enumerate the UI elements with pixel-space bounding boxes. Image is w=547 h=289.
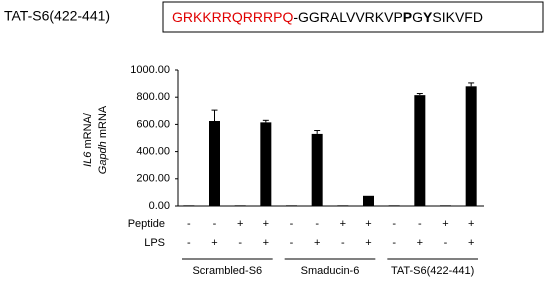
condition-symbol: + <box>263 237 269 249</box>
sequence-box <box>162 1 544 33</box>
sequence: GRKKRRQRRRPQ-GGRALVVRKVPPGYSIKVFD <box>172 9 483 25</box>
bar <box>311 133 323 206</box>
bar <box>388 205 400 206</box>
condition-symbol: - <box>290 237 294 249</box>
bar <box>465 86 477 206</box>
row-label: LPS <box>144 237 165 249</box>
sequence-part: SIKVFD <box>432 9 483 25</box>
sequence-part: Y <box>423 9 433 25</box>
bar <box>183 205 195 206</box>
condition-symbol: + <box>468 237 474 249</box>
bar <box>363 195 374 206</box>
condition-symbol: + <box>237 218 243 230</box>
y-tick-label: 800.00 <box>136 91 170 103</box>
bar <box>234 205 246 206</box>
condition-symbol: - <box>392 218 396 230</box>
condition-symbol: - <box>341 237 345 249</box>
y-axis-label-part: Gapdh <box>97 141 109 174</box>
sequence-part: P <box>403 9 412 25</box>
y-axis-label: Gapdh mRNA <box>97 105 109 174</box>
group-label: TAT-S6(422-441) <box>391 265 474 277</box>
condition-symbol: - <box>444 237 448 249</box>
sequence-part: GRKKRRQRRRPQ <box>172 9 293 25</box>
y-axis-label-part: IL6 <box>82 151 94 167</box>
bar <box>337 205 349 206</box>
condition-symbol: - <box>187 237 191 249</box>
condition-symbol: - <box>213 218 217 230</box>
condition-symbol: + <box>365 218 371 230</box>
condition-symbol: + <box>211 237 217 249</box>
condition-symbol: - <box>187 218 191 230</box>
condition-symbol: + <box>365 237 371 249</box>
condition-symbol: - <box>392 237 396 249</box>
condition-symbol: - <box>290 218 294 230</box>
sequence-part: -GGRALVVRKVP <box>293 9 402 25</box>
condition-symbol: - <box>315 218 319 230</box>
y-tick-label: 200.00 <box>136 173 170 185</box>
condition-symbol: + <box>417 237 423 249</box>
row-label: Peptide <box>128 218 165 230</box>
condition-symbol: - <box>238 237 242 249</box>
y-tick-label: 400.00 <box>136 146 170 158</box>
y-tick-label: 600.00 <box>136 118 170 130</box>
condition-symbol: + <box>468 218 474 230</box>
sequence-part: G <box>412 9 423 25</box>
y-axis-label-part: mRNA/ <box>82 112 94 151</box>
condition-symbol: - <box>418 218 422 230</box>
bar <box>286 205 297 206</box>
y-tick-label: 0.00 <box>149 200 170 212</box>
bar <box>440 205 451 206</box>
group-label: Scrambled-S6 <box>192 265 262 277</box>
bar <box>209 121 220 206</box>
bar <box>260 122 272 206</box>
group-label: Smaducin-6 <box>301 265 360 277</box>
y-tick-label: 1000.00 <box>130 64 170 76</box>
bar <box>414 95 426 206</box>
condition-symbol: + <box>442 218 448 230</box>
condition-symbol: + <box>340 218 346 230</box>
condition-symbol: + <box>263 218 269 230</box>
y-axis-label: IL6 mRNA/ <box>82 112 94 167</box>
construct-label: TAT-S6(422-441) <box>4 8 110 24</box>
y-axis-label-part: mRNA <box>97 105 109 141</box>
condition-symbol: + <box>314 237 320 249</box>
